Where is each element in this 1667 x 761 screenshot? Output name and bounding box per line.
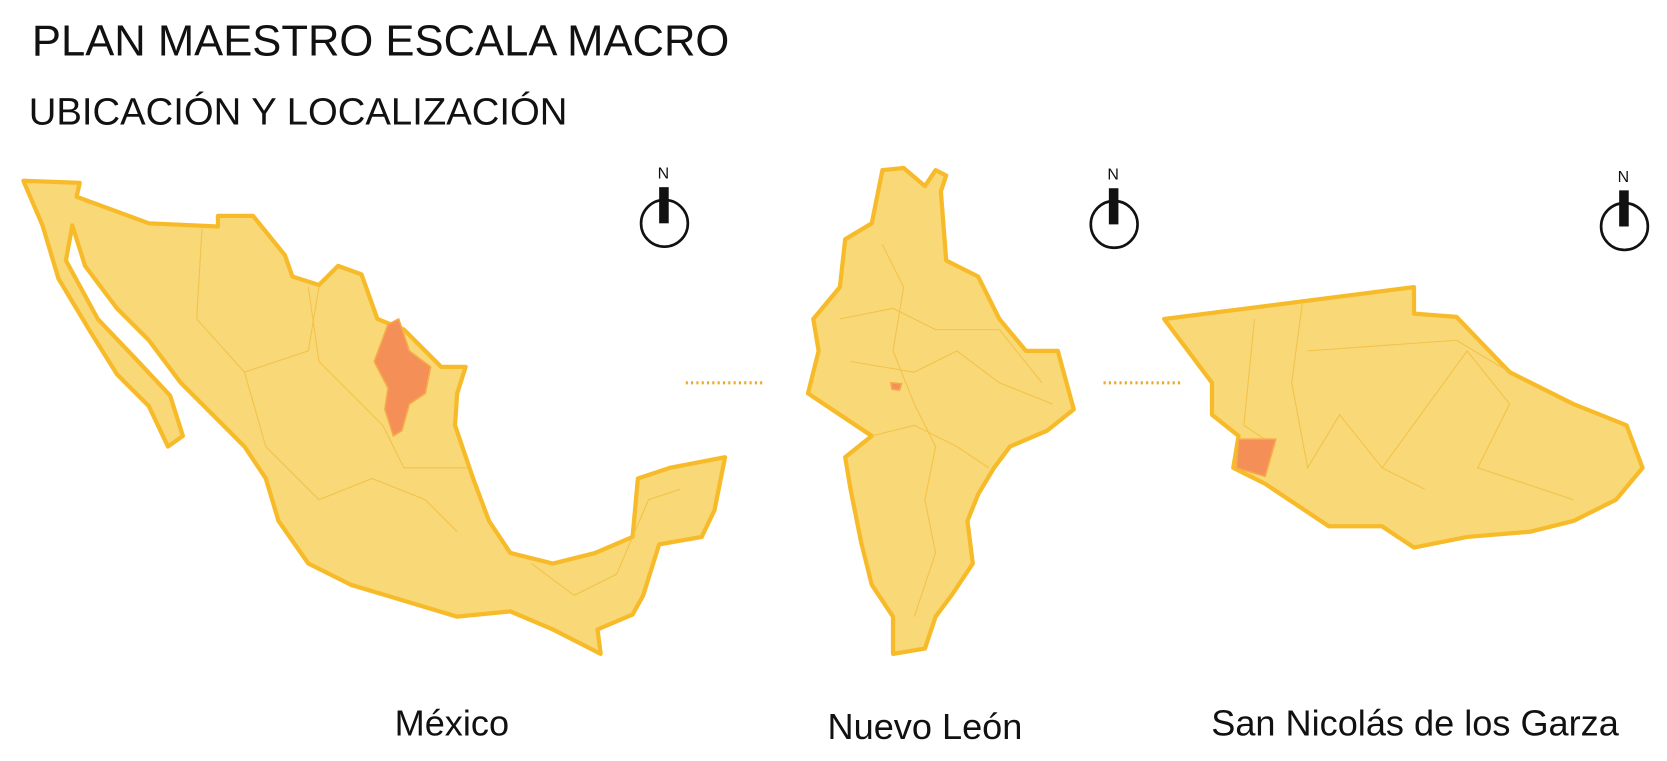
title: PLAN MAESTRO ESCALA MACRO bbox=[32, 17, 729, 65]
north-label: N bbox=[1107, 167, 1119, 184]
subtitle: UBICACIÓN Y LOCALIZACIÓN bbox=[29, 90, 568, 133]
north-arrow: N bbox=[1091, 167, 1138, 248]
state-shape bbox=[808, 168, 1074, 654]
map-san-nicolas bbox=[1164, 287, 1642, 547]
map-mexico bbox=[23, 181, 725, 654]
north-arrow: N bbox=[1601, 169, 1648, 250]
map-label: San Nicolás de los Garza bbox=[1211, 703, 1620, 744]
municipality-shape bbox=[1164, 287, 1642, 547]
map-label: Nuevo León bbox=[828, 706, 1023, 747]
map-nuevo-leon bbox=[808, 168, 1074, 654]
north-label: N bbox=[1618, 169, 1630, 186]
highlight-san-nicolas bbox=[891, 383, 902, 390]
page: PLAN MAESTRO ESCALA MACRO UBICACIÓN Y LO… bbox=[0, 0, 1667, 756]
map-label: México bbox=[395, 703, 509, 744]
north-arrow: N bbox=[641, 166, 688, 247]
north-label: N bbox=[658, 166, 670, 183]
